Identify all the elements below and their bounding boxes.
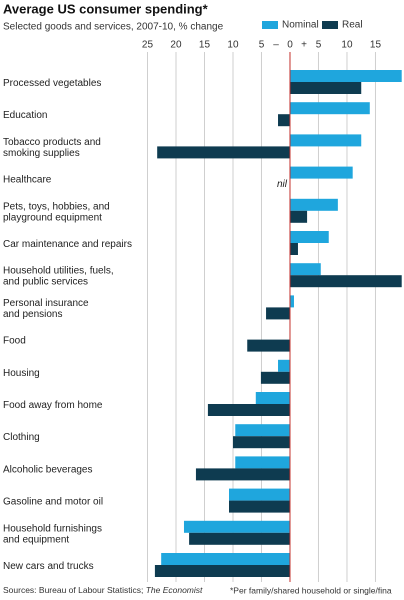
y-tick-label: Household furnishings and equipment: [3, 523, 102, 545]
y-tick-label-line: and equipment: [3, 534, 69, 545]
source: Sources: Bureau of Labour Statistics; Th…: [3, 585, 203, 595]
bar: [229, 488, 290, 501]
y-tick-label-line: Food: [3, 335, 26, 346]
bar: [289, 263, 321, 276]
y-tick-label-line: Alcoholic beverages: [3, 464, 93, 475]
x-tick-label: 5: [316, 40, 322, 51]
x-tick-label: 5: [259, 40, 265, 51]
x-sign-label: –: [273, 40, 279, 51]
y-tick-label-line: New cars and trucks: [3, 561, 94, 572]
y-tick-label-line: Education: [3, 110, 47, 121]
legend-swatch: [322, 21, 338, 29]
bar: [289, 134, 362, 147]
value-label: nil: [277, 179, 288, 190]
bar: [229, 500, 290, 513]
x-tick-label: 15: [370, 40, 382, 51]
y-tick-label-line: Healthcare: [3, 174, 52, 185]
bar: [235, 424, 290, 437]
y-tick-label-line: Household utilities, fuels,: [3, 265, 114, 276]
bar: [207, 404, 290, 416]
chart-title: Average US consumer spending*: [3, 1, 209, 16]
y-tick-label: Food away from home: [3, 400, 103, 411]
x-tick-label: 15: [199, 40, 211, 51]
bar: [183, 520, 290, 533]
y-tick-label-line: Household furnishings: [3, 523, 102, 534]
bar: [161, 553, 290, 565]
bar: [157, 146, 290, 159]
source-italic: The Economist: [146, 585, 203, 595]
y-tick-label-line: playground equipment: [3, 212, 102, 223]
chart-subtitle: Selected goods and services, 2007-10, % …: [3, 22, 224, 33]
legend-label: Nominal: [282, 20, 319, 31]
bar: [260, 371, 290, 384]
bar: [289, 166, 353, 179]
y-tick-label: Clothing: [3, 432, 40, 443]
bar: [278, 359, 290, 372]
bar: [289, 231, 329, 243]
y-tick-label: Healthcare: [3, 174, 52, 185]
legend-swatch: [262, 21, 278, 29]
source-prefix: Sources: Bureau of Labour Statistics;: [3, 585, 146, 595]
y-tick-label: Education: [3, 110, 47, 121]
y-tick-label-line: Housing: [3, 367, 40, 378]
y-tick-label-line: Processed vegetables: [3, 78, 101, 89]
y-tick-label: Tobacco products and smoking supplies: [3, 137, 101, 159]
y-tick-label-line: smoking supplies: [3, 148, 80, 159]
y-tick-label-line: Food away from home: [3, 400, 103, 411]
bar: [289, 295, 294, 308]
bar: [289, 275, 402, 288]
bar: [154, 565, 290, 577]
bar: [289, 82, 362, 94]
y-tick-label-line: Personal insurance: [3, 298, 89, 309]
y-tick-label: Food: [3, 335, 26, 346]
y-tick-label-line: Pets, toys, hobbies, and: [3, 201, 110, 212]
y-tick-label-line: Car maintenance and repairs: [3, 239, 132, 250]
y-tick-label: Alcoholic beverages: [3, 464, 93, 475]
bar: [189, 532, 290, 545]
bar: [255, 392, 290, 404]
y-tick-label-line: Clothing: [3, 432, 40, 443]
x-tick-label: 20: [170, 40, 182, 51]
x-tick-label: 0: [287, 40, 293, 51]
y-tick-label: New cars and trucks: [3, 561, 94, 572]
bar: [247, 339, 290, 352]
y-tick-label: Car maintenance and repairs: [3, 239, 132, 250]
x-tick-label: 10: [341, 40, 353, 51]
bar: [289, 70, 402, 82]
y-tick-label: Household utilities, fuels, and public se…: [3, 265, 114, 287]
y-tick-label-line: Gasoline and motor oil: [3, 496, 103, 507]
y-tick-label-line: and pensions: [3, 309, 63, 320]
y-tick-label: Gasoline and motor oil: [3, 496, 103, 507]
footnote: *Per family/shared household or single/f…: [230, 585, 392, 595]
bar: [266, 307, 290, 320]
bar: [232, 436, 290, 449]
y-tick-label: Pets, toys, hobbies, and playground equip…: [3, 201, 110, 223]
bar: [289, 210, 308, 223]
legend-label: Real: [342, 20, 363, 31]
bar: [289, 243, 298, 255]
x-tick-label: 25: [142, 40, 154, 51]
x-sign-label: +: [301, 40, 307, 51]
bar: [195, 468, 290, 481]
y-tick-label-line: Tobacco products and: [3, 137, 101, 148]
y-tick-label: Processed vegetables: [3, 78, 101, 89]
bar: [289, 102, 370, 115]
bar: [235, 456, 290, 469]
bar: [278, 114, 290, 127]
bar: [289, 198, 338, 211]
y-tick-label: Personal insurance and pensions: [3, 298, 89, 320]
y-tick-label-line: and public services: [3, 276, 88, 287]
x-tick-label: 10: [227, 40, 239, 51]
y-tick-label: Housing: [3, 367, 40, 378]
